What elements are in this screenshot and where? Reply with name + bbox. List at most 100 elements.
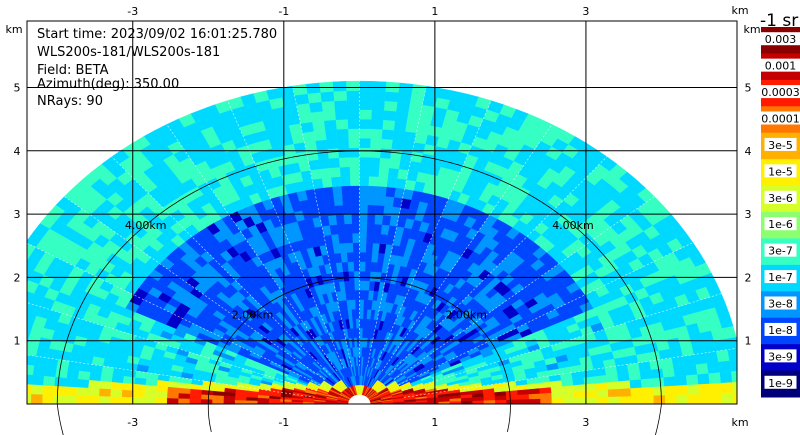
radar-cell <box>640 377 654 388</box>
colorbar-label: 1e-8 <box>768 324 793 337</box>
radar-cell <box>27 256 40 272</box>
y-tick-label-right: 5 <box>745 81 752 94</box>
radar-cell <box>75 395 88 404</box>
radar-cell <box>268 401 281 404</box>
radar-cell <box>27 243 36 258</box>
radar-cell <box>211 399 224 404</box>
radar-cell <box>324 195 335 207</box>
radar-cell <box>359 80 374 92</box>
radar-cell <box>386 177 398 188</box>
radar-cell <box>540 398 553 404</box>
radar-cell <box>359 280 365 291</box>
radar-cell <box>528 398 541 404</box>
radar-cell <box>370 261 378 273</box>
radar-cell <box>392 129 406 141</box>
radar-cell <box>166 398 179 404</box>
radar-cell <box>8 384 20 395</box>
radar-cell <box>380 224 390 235</box>
colorbar-label: 3e-5 <box>768 139 793 152</box>
info-start-time: Start time: 2023/09/02 16:01:25.780 <box>37 27 277 42</box>
radar-cell <box>177 398 190 404</box>
radar-cell <box>695 362 709 375</box>
radar-cell <box>573 383 586 392</box>
radar-cell <box>245 397 258 402</box>
radar-cell <box>296 102 311 115</box>
radar-cell <box>87 387 100 397</box>
y-tick-label-left: 2 <box>14 271 21 284</box>
radar-cell <box>348 137 360 149</box>
radar-cell <box>27 302 30 310</box>
range-ring-label: 2.00km <box>232 308 274 321</box>
radar-cell <box>710 393 723 404</box>
radar-cell <box>88 372 102 382</box>
radar-cell <box>371 90 386 102</box>
radar-cell <box>716 349 730 362</box>
radar-cell <box>608 396 621 404</box>
radar-cell <box>411 84 427 96</box>
radar-cell <box>732 381 737 394</box>
x-tick-label-bottom: -1 <box>278 416 289 429</box>
radar-cell <box>337 147 350 158</box>
radar-cell <box>347 261 355 272</box>
radar-cell <box>338 157 350 168</box>
radar-cell <box>333 195 343 206</box>
colorbar-label-bg <box>764 190 797 204</box>
radar-cell <box>617 372 631 382</box>
radar-cell <box>596 389 609 398</box>
radar-cell <box>369 271 377 282</box>
radar-cell <box>562 391 575 399</box>
radar-cell <box>109 396 122 404</box>
radar-cell <box>376 185 387 197</box>
radar-cell <box>234 400 247 404</box>
radar-cell <box>363 280 370 291</box>
colorbar-label: 1e-5 <box>768 165 793 178</box>
radar-cell <box>322 110 336 121</box>
radar-cell <box>200 394 213 400</box>
plot-frame <box>26 20 738 405</box>
radar-cell <box>53 376 67 388</box>
radar-cell <box>371 242 380 254</box>
radar-cell <box>359 242 367 253</box>
colorbar-label: 3e-6 <box>768 192 793 205</box>
radar-cell <box>56 359 70 370</box>
colorbar-label-bg <box>764 322 797 336</box>
radar-cell <box>359 194 369 205</box>
range-ring-label: 4.00km <box>552 219 594 232</box>
radar-cell <box>378 166 390 178</box>
radar-cell <box>344 223 353 234</box>
radar-cell <box>200 389 214 396</box>
radar-cell <box>347 128 360 139</box>
radar-cell <box>359 261 366 272</box>
radar-cell <box>155 397 168 404</box>
radar-cell <box>652 376 665 388</box>
radar-cell <box>371 100 385 111</box>
colorbar-label-bg <box>757 111 800 125</box>
radar-cell <box>682 354 697 366</box>
radar-cell <box>367 185 378 196</box>
radar-cell <box>0 328 8 341</box>
y-tick-label-left: 5 <box>14 81 21 94</box>
radar-cell <box>65 377 78 388</box>
radar-cell <box>78 362 92 373</box>
radar-cell <box>709 382 722 394</box>
radar-cell <box>619 387 632 397</box>
radar-cell <box>353 270 360 281</box>
x-tick-label-top: -3 <box>127 5 138 18</box>
radar-cell <box>334 109 348 121</box>
radar-cell <box>359 118 372 130</box>
range-ring <box>207 277 511 405</box>
radar-cell <box>166 386 180 394</box>
x-tick-label-top: -1 <box>278 5 289 18</box>
y-tick-label-left: 4 <box>14 145 21 158</box>
colorbar-label: 3e-9 <box>768 350 793 363</box>
radar-cell <box>178 387 191 395</box>
radar-cell <box>67 360 81 372</box>
ray-line <box>27 354 315 398</box>
radar-cell <box>12 353 25 365</box>
colorbar-label-bg <box>761 58 800 72</box>
radar-cell <box>0 393 8 404</box>
radar-cell <box>359 175 370 186</box>
radar-cell <box>653 394 666 404</box>
radar-cell <box>234 396 247 401</box>
radar-cell <box>698 383 711 395</box>
